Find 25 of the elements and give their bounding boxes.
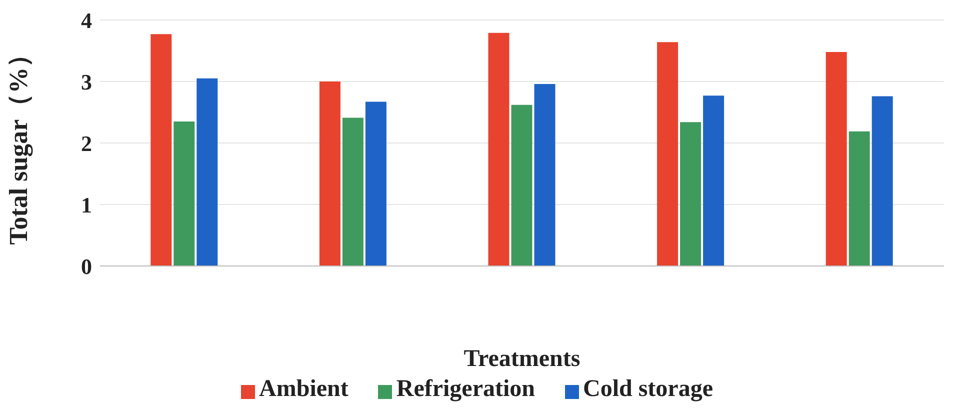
bar <box>703 96 724 266</box>
bar <box>826 52 847 266</box>
bar <box>657 42 678 266</box>
y-tick-label: 3 <box>81 69 92 94</box>
bar <box>534 84 556 266</box>
bar <box>342 118 364 266</box>
y-tick-label: 0 <box>81 254 92 279</box>
bar <box>196 78 218 266</box>
bar <box>511 104 532 266</box>
bar <box>872 96 893 266</box>
bar <box>150 34 172 266</box>
bar <box>174 121 195 266</box>
x-axis-title: Treatments <box>464 346 580 372</box>
y-tick-label: 2 <box>81 130 92 156</box>
bar <box>488 32 510 266</box>
legend-label: Cold storage <box>582 376 713 402</box>
bar <box>680 122 702 266</box>
bar <box>319 82 340 266</box>
y-tick-label: 4 <box>81 8 92 33</box>
legend-label: Ambient <box>259 376 348 402</box>
y-tick-label: 1 <box>81 192 92 218</box>
bar <box>365 102 386 266</box>
y-axis-title: Total sugar（%） <box>4 41 34 245</box>
legend-label: Refrigeration <box>396 376 535 402</box>
bar <box>848 131 870 266</box>
